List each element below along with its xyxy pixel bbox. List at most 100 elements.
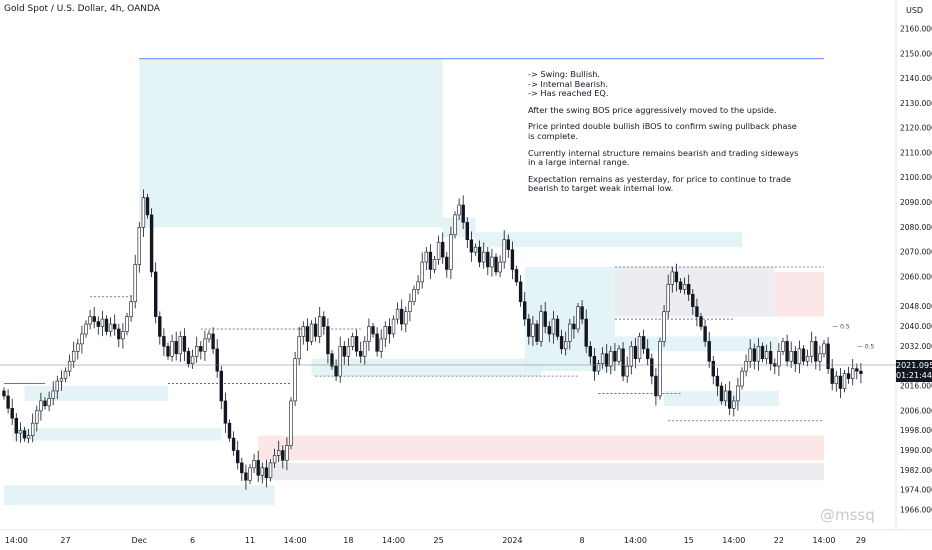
- candle-body: [264, 467, 269, 479]
- candle-body: [207, 333, 211, 340]
- demand-zone: [4, 485, 275, 506]
- candle-body: [658, 341, 662, 397]
- candle-body: [432, 259, 437, 270]
- time-tick-label: Dec: [132, 536, 147, 545]
- time-tick-label: 14:00: [5, 536, 28, 545]
- candle-body: [859, 370, 863, 374]
- candle-body: [715, 375, 720, 387]
- candle-body: [613, 351, 617, 362]
- candle-body: [371, 326, 375, 335]
- candle-body: [637, 336, 642, 360]
- last-price-value: 2021.095: [896, 361, 932, 370]
- candle-body: [305, 326, 310, 342]
- candle-body: [367, 326, 371, 342]
- time-tick-label: 2024: [502, 536, 522, 545]
- price-axis[interactable]: 2160.000 2150.000 2140.000 2130.000 2120.000…: [895, 0, 932, 550]
- candle-body: [268, 462, 273, 479]
- candle-body: [80, 333, 84, 345]
- demand-zone: [12, 428, 222, 441]
- candle-body: [547, 326, 552, 335]
- candle-body: [666, 284, 670, 312]
- note-bullet: -> Swing: Bullish.: [528, 69, 601, 79]
- candle-body: [809, 341, 814, 357]
- time-axis[interactable]: 14:00 27 Dec 6 11 14:00 18 14:00 25 2024 8 14:00 15 1…: [0, 529, 932, 545]
- candle-body: [486, 251, 490, 268]
- candle-body: [166, 346, 170, 357]
- candle-body: [703, 326, 707, 342]
- candle-body: [789, 351, 793, 362]
- price-tick-label: 1974.000: [900, 486, 932, 495]
- candle-body: [449, 234, 453, 270]
- candle-body: [592, 355, 597, 372]
- candle-body: [686, 284, 691, 295]
- candle-body: [309, 323, 314, 342]
- candle-body: [838, 375, 843, 389]
- candle-body: [609, 351, 613, 367]
- time-tick-label: 18: [343, 536, 353, 545]
- candle-body: [162, 336, 166, 347]
- currency-label[interactable]: USD: [906, 6, 924, 15]
- candle-body: [178, 336, 182, 355]
- time-tick-label: 14:00: [812, 536, 835, 545]
- levels-layer: [4, 58, 824, 422]
- candle-body: [420, 261, 424, 283]
- candle-body: [768, 351, 773, 365]
- candle-body: [518, 281, 523, 303]
- zones-layer: [4, 58, 824, 506]
- candle-body: [260, 467, 264, 476]
- candle-body: [416, 281, 420, 290]
- candle-body: [317, 316, 322, 337]
- time-tick-label: 14:00: [624, 536, 647, 545]
- candle-body: [748, 348, 752, 362]
- candle-body: [580, 306, 584, 320]
- candle-body: [719, 385, 724, 402]
- candle-body: [149, 214, 154, 273]
- range-zone: [614, 267, 775, 317]
- candle-body: [334, 365, 338, 377]
- candle-body: [855, 368, 859, 372]
- time-tick-label: 25: [434, 536, 444, 545]
- candle-body: [104, 318, 109, 332]
- candle-body: [72, 351, 76, 362]
- candle-body: [752, 348, 757, 362]
- candle-body: [313, 323, 318, 337]
- candle-body: [621, 348, 625, 377]
- candle-body: [338, 346, 342, 377]
- price-tick-label: 2060.000: [900, 272, 932, 281]
- candle-body: [375, 333, 379, 352]
- candle-body: [584, 318, 588, 347]
- candle-body: [301, 326, 305, 337]
- candle-body: [55, 380, 60, 392]
- price-tick-label: 2040.000: [900, 322, 932, 331]
- candle-body: [744, 360, 748, 372]
- candle-body: [174, 341, 178, 355]
- candle-body: [797, 348, 802, 365]
- candle-body: [682, 284, 687, 290]
- candle-body: [76, 343, 80, 352]
- price-tick-label: 2140.000: [900, 74, 932, 83]
- candle-body: [346, 346, 351, 357]
- time-tick-label: 8: [580, 536, 585, 545]
- candle-body: [256, 460, 260, 476]
- price-tick-label: 2130.000: [900, 99, 932, 108]
- candle-body: [88, 316, 92, 325]
- candle-body: [203, 338, 207, 352]
- candle-body: [39, 400, 43, 412]
- candle-body: [100, 318, 105, 327]
- candle-body: [96, 321, 101, 327]
- candle-body: [654, 375, 658, 397]
- candle-body: [424, 251, 428, 263]
- candle-body: [670, 271, 675, 285]
- candle-body: [383, 326, 387, 340]
- candle-body: [781, 341, 785, 352]
- price-tick-label: 1990.000: [900, 446, 932, 455]
- candle-body: [436, 241, 441, 260]
- candle-body: [461, 204, 465, 223]
- candle-body: [617, 348, 621, 362]
- candle-body: [293, 358, 297, 402]
- time-tick-label: 27: [60, 536, 70, 545]
- candle-body: [92, 316, 96, 322]
- candle-body: [814, 341, 818, 362]
- candle-body: [506, 239, 510, 250]
